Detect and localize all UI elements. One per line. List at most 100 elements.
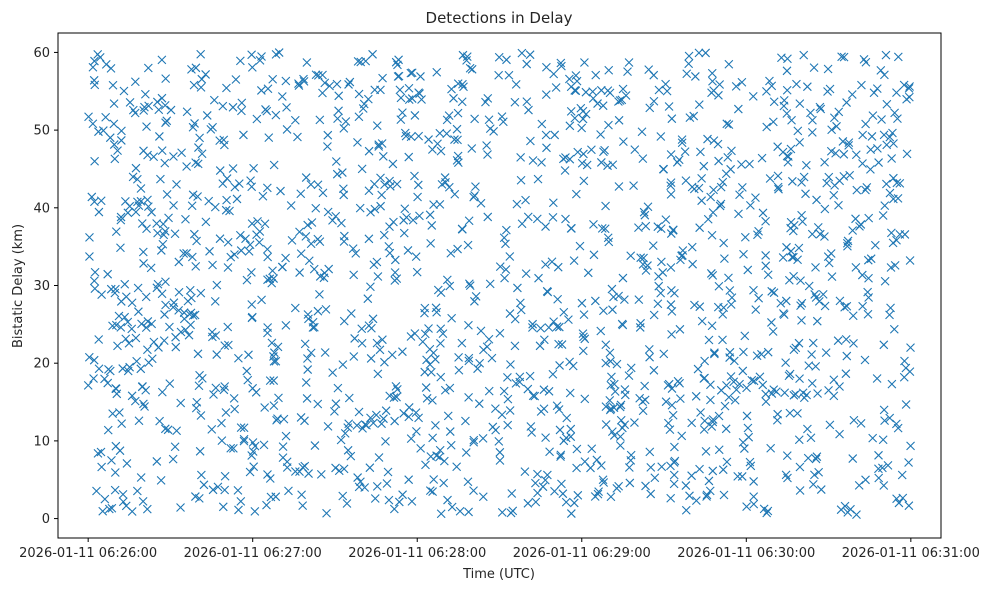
data-point <box>722 119 732 129</box>
data-point <box>366 413 375 423</box>
data-point <box>512 199 522 209</box>
data-point <box>860 355 870 365</box>
data-point <box>577 298 587 308</box>
data-point <box>187 252 197 262</box>
data-point <box>768 327 778 336</box>
data-point <box>452 124 462 134</box>
data-point <box>366 354 376 363</box>
data-point <box>900 230 910 239</box>
data-point <box>718 335 727 345</box>
data-point <box>714 90 723 100</box>
data-point <box>531 497 541 507</box>
data-point <box>858 301 868 311</box>
data-point <box>304 256 314 266</box>
data-point <box>399 228 409 238</box>
data-point <box>136 473 146 482</box>
data-point <box>753 230 762 240</box>
data-point <box>210 296 220 306</box>
data-point <box>193 159 203 169</box>
data-point <box>520 467 530 476</box>
data-point <box>322 508 331 518</box>
data-point <box>889 139 898 148</box>
data-point <box>311 70 321 80</box>
data-point <box>726 372 736 381</box>
data-point <box>663 418 673 428</box>
data-point <box>445 427 455 436</box>
data-point <box>751 305 761 315</box>
data-point <box>561 433 571 443</box>
data-point <box>879 340 889 350</box>
data-point <box>239 434 249 444</box>
data-point <box>578 114 588 124</box>
data-point <box>339 123 349 133</box>
data-point <box>164 213 173 223</box>
data-point <box>533 174 543 184</box>
data-point <box>868 111 878 120</box>
data-point <box>786 144 796 154</box>
data-point <box>767 81 777 91</box>
data-point <box>814 296 824 306</box>
data-point <box>522 97 532 106</box>
data-point <box>596 326 606 336</box>
data-point <box>306 348 316 358</box>
data-point <box>134 416 144 426</box>
data-point <box>886 228 896 238</box>
data-point <box>339 464 349 474</box>
data-point <box>626 251 636 261</box>
data-point <box>412 267 422 277</box>
data-point <box>106 284 116 294</box>
data-point <box>339 237 349 246</box>
data-point <box>794 243 804 253</box>
data-point <box>737 160 746 169</box>
data-point <box>824 385 833 395</box>
data-point <box>685 113 695 122</box>
data-point <box>695 464 704 474</box>
data-point <box>138 247 148 257</box>
data-point <box>202 111 212 120</box>
data-point <box>152 219 162 228</box>
data-point <box>674 155 684 165</box>
data-point <box>143 150 152 160</box>
data-point <box>268 74 278 84</box>
data-point <box>353 57 363 66</box>
data-point <box>507 489 517 498</box>
data-point <box>315 272 325 281</box>
data-point <box>413 192 422 202</box>
data-point <box>902 94 911 104</box>
data-point <box>189 229 199 239</box>
y-tick-label: 20 <box>33 357 50 372</box>
data-point <box>249 462 259 472</box>
data-point <box>357 338 367 348</box>
data-point <box>334 466 344 476</box>
data-point <box>380 357 389 367</box>
data-point <box>461 416 470 426</box>
data-point <box>420 367 430 377</box>
data-point <box>117 419 127 429</box>
data-point <box>826 146 836 156</box>
data-point <box>769 288 779 298</box>
data-point <box>892 178 902 188</box>
data-point <box>422 393 432 403</box>
data-point <box>118 364 128 373</box>
data-point <box>570 85 580 95</box>
data-point <box>594 487 604 496</box>
data-point <box>681 481 691 490</box>
data-point <box>716 199 726 209</box>
data-point <box>745 200 755 210</box>
data-point <box>564 74 574 84</box>
data-point <box>101 112 111 122</box>
data-point <box>300 461 310 471</box>
data-point <box>404 475 414 485</box>
data-point <box>470 296 479 306</box>
data-point <box>656 132 666 141</box>
data-point <box>470 191 480 200</box>
data-point <box>808 338 818 348</box>
data-point <box>889 324 899 334</box>
data-point <box>426 367 436 377</box>
data-point <box>516 305 526 315</box>
data-point <box>196 83 206 92</box>
data-point <box>201 70 211 79</box>
data-point <box>573 147 583 157</box>
data-point <box>521 269 531 279</box>
data-point <box>829 113 839 123</box>
